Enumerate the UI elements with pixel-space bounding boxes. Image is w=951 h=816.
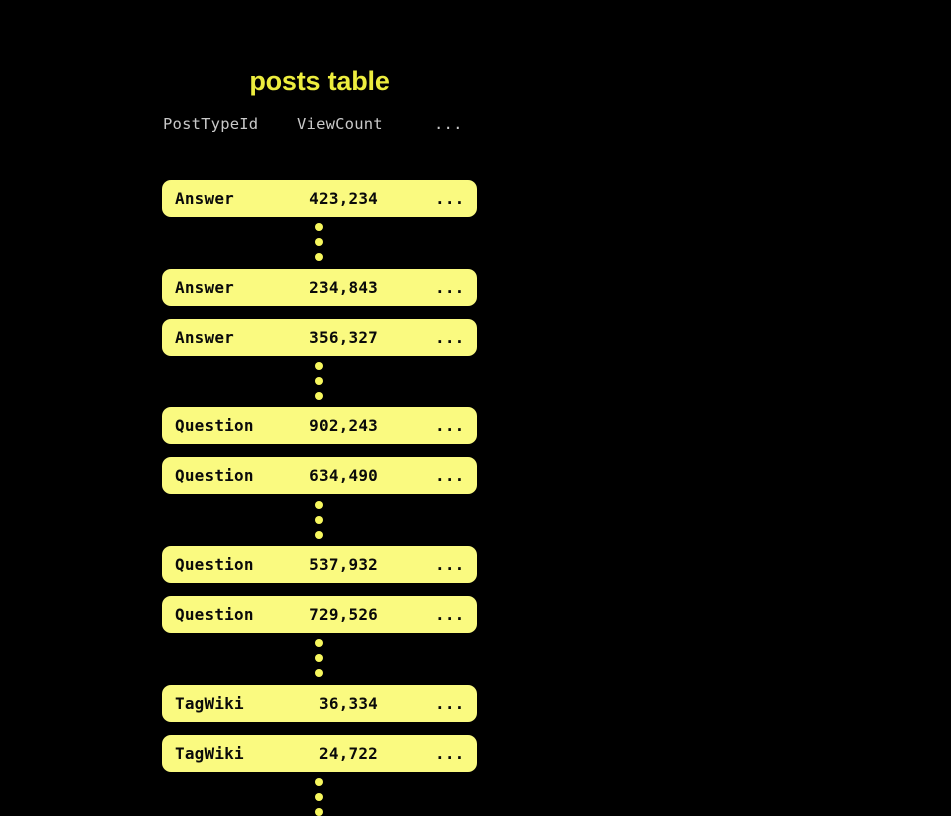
table-row[interactable]: Answer 234,843... — [162, 269, 477, 306]
cell-more: ... — [435, 416, 465, 435]
cell-view-count: 36,334 — [319, 694, 378, 713]
posts-table: PostTypeId ViewCount ... Answer 423,234..… — [162, 115, 477, 816]
cell-post-type-id: Question — [175, 416, 254, 435]
table-header-row: PostTypeId ViewCount ... — [162, 115, 477, 139]
cell-view-count: 729,526 — [309, 605, 378, 624]
cell-post-type-id: Question — [175, 466, 254, 485]
ellipsis-dot — [315, 253, 323, 261]
ellipsis-dot — [315, 362, 323, 370]
cell-post-type-id: Answer — [175, 278, 234, 297]
cell-post-type-id: Answer — [175, 328, 234, 347]
cell-more: ... — [435, 555, 465, 574]
cell-more: ... — [435, 694, 465, 713]
column-header-post-type-id: PostTypeId — [163, 115, 259, 133]
ellipsis-dot — [315, 223, 323, 231]
cell-post-type-id: TagWiki — [175, 744, 244, 763]
cell-view-count: 537,932 — [309, 555, 378, 574]
ellipsis-dot — [315, 778, 323, 786]
cell-view-count: 24,722 — [319, 744, 378, 763]
page-title: posts table — [249, 66, 390, 96]
cell-more: ... — [435, 605, 465, 624]
table-row[interactable]: TagWiki 24,722... — [162, 735, 477, 772]
ellipsis-dot — [315, 377, 323, 385]
cell-post-type-id: Question — [175, 555, 254, 574]
cell-view-count: 634,490 — [309, 466, 378, 485]
ellipsis-dot — [315, 654, 323, 662]
cell-view-count: 423,234 — [309, 189, 378, 208]
ellipsis-dot — [315, 516, 323, 524]
ellipsis-dot — [315, 392, 323, 400]
cell-more: ... — [435, 189, 465, 208]
table-row[interactable]: Question 902,243... — [162, 407, 477, 444]
cell-more: ... — [435, 744, 465, 763]
cell-view-count: 902,243 — [309, 416, 378, 435]
ellipsis-dot — [315, 501, 323, 509]
ellipsis-dot — [315, 639, 323, 647]
cell-post-type-id: TagWiki — [175, 694, 244, 713]
table-row[interactable]: TagWiki 36,334... — [162, 685, 477, 722]
table-row[interactable]: Question 634,490... — [162, 457, 477, 494]
cell-post-type-id: Answer — [175, 189, 234, 208]
cell-view-count: 234,843 — [309, 278, 378, 297]
table-row[interactable]: Question 729,526... — [162, 596, 477, 633]
ellipsis-dot — [315, 669, 323, 677]
table-row[interactable]: Answer 356,327... — [162, 319, 477, 356]
cell-more: ... — [435, 466, 465, 485]
cell-view-count: 356,327 — [309, 328, 378, 347]
ellipsis-dot — [315, 531, 323, 539]
column-header-more: ... — [434, 115, 463, 133]
table-row[interactable]: Answer 423,234... — [162, 180, 477, 217]
table-row[interactable]: Question 537,932... — [162, 546, 477, 583]
ellipsis-dot — [315, 238, 323, 246]
ellipsis-dot — [315, 793, 323, 801]
cell-post-type-id: Question — [175, 605, 254, 624]
cell-more: ... — [435, 278, 465, 297]
column-header-view-count: ViewCount — [297, 115, 383, 133]
ellipsis-dot — [315, 808, 323, 816]
cell-more: ... — [435, 328, 465, 347]
